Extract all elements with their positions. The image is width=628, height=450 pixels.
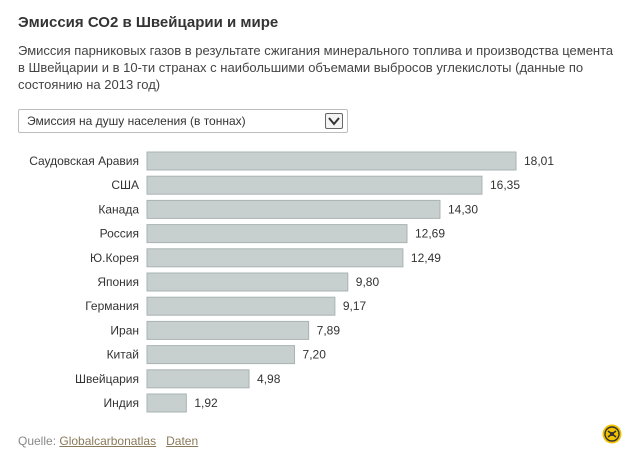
value-label: 9,80	[356, 275, 380, 289]
category-label: США	[111, 178, 139, 192]
value-label: 1,92	[194, 396, 218, 410]
metric-select[interactable]: Эмиссия на душу населения (в тоннах)	[18, 109, 348, 133]
bar[interactable]	[146, 199, 441, 219]
bar[interactable]	[146, 248, 404, 268]
bar[interactable]	[146, 151, 517, 171]
category-label: Канада	[98, 202, 139, 216]
bar[interactable]	[146, 369, 250, 389]
chart-title: Эмиссия СО2 в Швейцарии и мире	[18, 14, 279, 31]
swissinfo-logo-icon	[602, 424, 622, 444]
source-link[interactable]: Globalcarbonatlas	[59, 434, 157, 448]
value-label: 7,20	[303, 348, 327, 362]
category-label: Китай	[107, 348, 139, 362]
category-label: Ю.Корея	[90, 251, 139, 265]
value-label: 18,01	[524, 154, 554, 168]
chevron-down-icon[interactable]	[325, 113, 343, 129]
category-label: Япония	[97, 275, 139, 289]
category-label: Россия	[100, 227, 139, 241]
source-label: Quelle:	[18, 434, 57, 448]
category-label: Иран	[110, 323, 139, 337]
category-label: Саудовская Аравия	[29, 154, 139, 168]
chart-subtitle: Эмиссия парниковых газов в результате сж…	[18, 43, 614, 92]
source-footer: Quelle: Globalcarbonatlas Daten	[18, 434, 198, 448]
category-label: Индия	[104, 396, 139, 410]
value-label: 12,69	[415, 227, 445, 241]
category-label: Германия	[85, 299, 139, 313]
value-label: 4,98	[257, 372, 281, 386]
metric-select-value: Эмиссия на душу населения (в тоннах)	[27, 114, 246, 128]
bar[interactable]	[146, 175, 483, 195]
bar[interactable]	[146, 272, 349, 292]
bar[interactable]	[146, 320, 310, 340]
bar-chart: Саудовская Аравия 18,01 США 16,35 Канада 14,3…	[29, 151, 554, 413]
value-label: 12,49	[411, 251, 441, 265]
category-label: Швейцария	[75, 372, 139, 386]
value-label: 14,30	[448, 202, 478, 216]
bar[interactable]	[146, 393, 187, 413]
bar[interactable]	[146, 296, 336, 316]
data-link[interactable]: Daten	[166, 434, 199, 448]
value-label: 9,17	[343, 299, 367, 313]
bar[interactable]	[146, 224, 408, 244]
bar[interactable]	[146, 345, 296, 365]
value-label: 7,89	[317, 323, 341, 337]
value-label: 16,35	[490, 178, 520, 192]
